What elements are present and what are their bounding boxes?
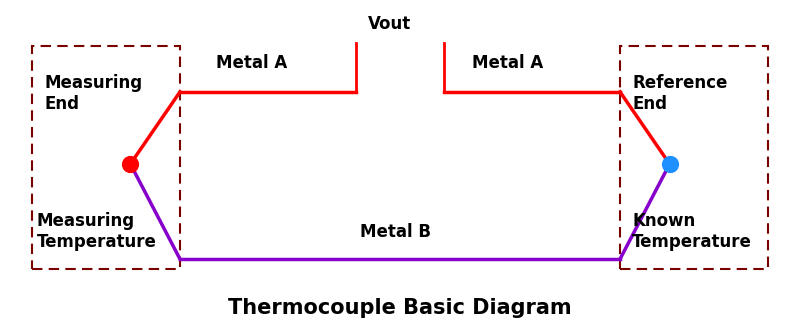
Point <box>124 161 137 167</box>
Text: Metal A: Metal A <box>472 54 544 72</box>
Point <box>663 161 676 167</box>
Text: Measuring
Temperature: Measuring Temperature <box>37 212 157 251</box>
Text: Known
Temperature: Known Temperature <box>632 212 752 251</box>
Text: Thermocouple Basic Diagram: Thermocouple Basic Diagram <box>228 298 572 318</box>
Bar <box>620 46 768 269</box>
Text: Metal A: Metal A <box>216 54 288 72</box>
Text: Measuring
End: Measuring End <box>44 74 142 113</box>
Text: Metal B: Metal B <box>361 223 431 241</box>
Text: Reference
End: Reference End <box>632 74 727 113</box>
Text: Vout: Vout <box>368 15 411 33</box>
Bar <box>32 46 180 269</box>
